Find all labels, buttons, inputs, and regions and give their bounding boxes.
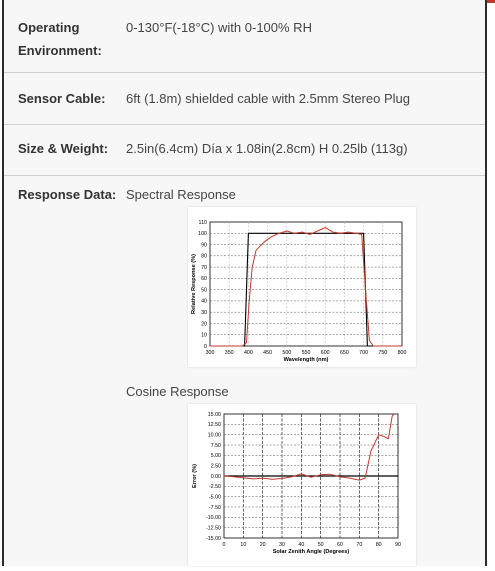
x-tick-label: 80 xyxy=(376,542,382,548)
x-tick-label: 300 xyxy=(206,350,215,356)
y-tick-label: 110 xyxy=(199,220,207,226)
spec-row-sensor-cable: Sensor Cable: 6ft (1.8m) shielded cable … xyxy=(4,73,485,125)
x-tick-label: 30 xyxy=(279,542,285,548)
y-tick-label: 15.00 xyxy=(208,412,221,418)
x-tick-label: 70 xyxy=(356,542,362,548)
y-tick-label: -7.50 xyxy=(209,505,221,511)
y-tick-label: -5.00 xyxy=(209,494,221,500)
y-tick-label: 5.00 xyxy=(211,453,221,459)
spec-label: Size & Weight: xyxy=(18,141,109,156)
y-tick-label: 7.50 xyxy=(211,443,221,449)
x-tick-label: 800 xyxy=(398,350,407,356)
y-tick-label: 10 xyxy=(201,333,207,339)
x-tick-label: 0 xyxy=(223,542,226,548)
measured-response-line xyxy=(223,413,395,481)
y-tick-label: 2.50 xyxy=(211,463,221,469)
spec-value: 0-130°F(-18°C) with 0-100% RH xyxy=(126,20,312,35)
spec-label: Operating Environment: xyxy=(18,20,102,58)
spec-row-response-data: Response Data: Spectral Response Cosine … xyxy=(4,176,485,566)
y-tick-label: 0 xyxy=(204,344,207,350)
x-tick-label: 20 xyxy=(260,542,266,548)
cosine-response-heading: Cosine Response xyxy=(126,384,229,399)
spectral-response-heading: Spectral Response xyxy=(126,187,236,202)
y-tick-label: 60 xyxy=(201,276,207,282)
y-tick-label: -15.00 xyxy=(206,536,221,542)
y-tick-label: 50 xyxy=(201,287,207,293)
y-tick-label: -10.00 xyxy=(206,515,221,521)
x-tick-label: 600 xyxy=(321,350,330,356)
spec-row-operating-environment: Operating Environment: 0-130°F(-18°C) wi… xyxy=(4,0,485,73)
x-tick-label: 550 xyxy=(302,350,311,356)
cosine-response-chart: 0 10 20 30 40 50 60 70 80 90 15.00 12.50 10.00 7.50 5.… xyxy=(188,404,416,566)
spec-label: Sensor Cable: xyxy=(18,91,106,106)
x-tick-label: 60 xyxy=(337,542,343,548)
y-tick-label: 90 xyxy=(201,242,207,248)
spec-row-size-weight: Size & Weight: 2.5in(6.4cm) Día x 1.08in… xyxy=(4,125,485,176)
x-tick-label: 750 xyxy=(378,350,387,356)
x-tick-label: 40 xyxy=(298,542,304,548)
spectral-response-chart: 300 350 400 450 500 550 600 650 700 750 800 0 10 20 30… xyxy=(188,207,416,367)
y-tick-label: 40 xyxy=(201,299,207,305)
y-tick-label: 100 xyxy=(198,231,207,237)
x-tick-label: 700 xyxy=(359,350,368,356)
y-axis-title: Error (%) xyxy=(192,464,198,488)
x-axis-title: Solar Zenith Angle (Degrees) xyxy=(273,549,350,555)
x-tick-label: 50 xyxy=(318,542,324,548)
measured-response-line xyxy=(210,227,402,347)
y-tick-label: -12.50 xyxy=(206,525,221,531)
y-tick-label: 10.00 xyxy=(208,432,221,438)
y-tick-label: 20 xyxy=(201,321,207,327)
spec-value: 6ft (1.8m) shielded cable with 2.5mm Ste… xyxy=(126,91,410,106)
x-tick-label: 10 xyxy=(240,542,246,548)
cosine-response-plot: 0 10 20 30 40 50 60 70 80 90 15.00 12.50 10.00 7.50 5.… xyxy=(192,412,401,555)
spectral-response-plot: 300 350 400 450 500 550 600 650 700 750 800 0 10 20 30… xyxy=(191,220,407,363)
y-tick-label: -2.50 xyxy=(209,484,221,490)
y-tick-label: 0.00 xyxy=(211,474,221,480)
x-tick-label: 500 xyxy=(282,350,291,356)
x-tick-label: 400 xyxy=(244,350,253,356)
x-tick-label: 350 xyxy=(225,350,234,356)
x-axis-title: Wavelength (nm) xyxy=(284,357,329,363)
y-tick-label: 30 xyxy=(201,310,207,316)
spec-label: Response Data: xyxy=(18,187,117,202)
x-tick-label: 450 xyxy=(263,350,272,356)
x-tick-label: 650 xyxy=(340,350,349,356)
y-tick-label: 70 xyxy=(201,265,207,271)
y-tick-label: 80 xyxy=(201,254,207,260)
spec-value: 2.5in(6.4cm) Día x 1.08in(2.8cm) H 0.25l… xyxy=(126,141,408,156)
y-axis-title: Relative Response (%) xyxy=(191,254,197,314)
y-tick-label: 12.50 xyxy=(208,422,221,428)
x-tick-label: 90 xyxy=(395,542,401,548)
